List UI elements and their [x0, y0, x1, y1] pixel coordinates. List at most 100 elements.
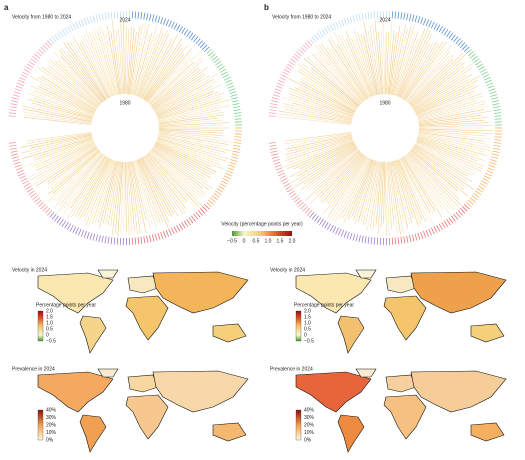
- country-tick: [450, 215, 456, 222]
- branch: [383, 161, 385, 224]
- branch: [416, 90, 475, 116]
- branch: [120, 161, 124, 234]
- country-tick: [143, 236, 146, 244]
- country-tick: [457, 40, 463, 46]
- branch: [29, 75, 96, 112]
- branch: [149, 151, 198, 198]
- country-tick: [23, 68, 31, 73]
- country-tick: [304, 207, 311, 214]
- country-tick: [288, 190, 295, 196]
- country-tick: [137, 11, 140, 19]
- country-tick: [32, 195, 39, 200]
- branch: [91, 160, 115, 225]
- country-tick: [19, 76, 27, 81]
- branch: [278, 110, 352, 123]
- country-tick: [425, 19, 430, 27]
- country-tick: [309, 211, 315, 218]
- branch: [392, 161, 409, 230]
- branch: [98, 27, 117, 96]
- branch: [131, 22, 147, 95]
- branch: [136, 26, 164, 97]
- country-tick: [14, 88, 22, 92]
- country-tick: [61, 29, 67, 36]
- country-tick: [296, 51, 302, 57]
- branch: [98, 160, 117, 229]
- branch: [67, 156, 107, 219]
- country-tick: [89, 232, 93, 240]
- branch: [63, 155, 106, 214]
- country-tick: [269, 109, 277, 112]
- country-tick: [282, 71, 289, 76]
- branch: [93, 29, 116, 96]
- country-tick: [176, 24, 181, 32]
- country-tick: [44, 207, 51, 214]
- legend-bar: [295, 310, 302, 342]
- legend-tick: 0%: [304, 437, 312, 443]
- country-tick: [18, 172, 25, 177]
- branch: [72, 36, 109, 99]
- branch: [297, 70, 357, 110]
- country-region: [79, 414, 107, 453]
- country-tick: [355, 14, 359, 22]
- branch: [401, 157, 434, 214]
- branch: [138, 159, 169, 228]
- branch: [85, 31, 113, 97]
- country-region: [125, 394, 169, 440]
- branch: [140, 157, 173, 217]
- branch: [114, 161, 123, 234]
- country-tick: [298, 201, 304, 208]
- country-tick: [471, 55, 478, 61]
- country-tick: [483, 76, 491, 81]
- country-tick: [466, 201, 472, 208]
- country-tick: [268, 115, 276, 117]
- country-tick: [233, 144, 241, 147]
- country-tick: [335, 21, 339, 29]
- country-tick: [340, 19, 345, 27]
- country-tick: [13, 161, 21, 165]
- legend-tick: 0: [46, 332, 49, 338]
- country-tick: [28, 190, 35, 196]
- branch: [342, 158, 371, 219]
- branch: [353, 37, 375, 96]
- country-tick: [181, 27, 186, 34]
- country-tick: [290, 192, 297, 198]
- branch: [34, 146, 97, 188]
- branch: [417, 100, 486, 120]
- country-tick: [20, 177, 28, 182]
- branch: [330, 156, 368, 219]
- panel-label: a: [4, 3, 9, 12]
- branch: [102, 161, 118, 224]
- branch: [409, 151, 460, 200]
- branch: [158, 132, 233, 143]
- branch: [291, 102, 353, 120]
- branch: [286, 135, 353, 152]
- country-tick: [409, 235, 412, 243]
- country-tick: [438, 223, 443, 231]
- country-tick: [476, 63, 484, 68]
- country-tick: [466, 48, 472, 55]
- country-tick: [9, 147, 17, 150]
- country-tick: [232, 103, 240, 106]
- branch: [374, 19, 383, 95]
- branch: [301, 63, 359, 108]
- country-tick: [113, 11, 116, 19]
- branch: [415, 143, 476, 175]
- branch: [320, 43, 365, 102]
- legend-tick: 10%: [46, 430, 57, 436]
- branch: [386, 32, 390, 95]
- branch: [281, 96, 353, 119]
- country-tick: [9, 144, 17, 147]
- branch: [49, 59, 101, 106]
- branch: [418, 116, 489, 125]
- branch: [293, 141, 355, 170]
- country-tick: [486, 82, 494, 86]
- branch: [30, 104, 93, 121]
- branch: [406, 153, 455, 211]
- country-tick: [162, 230, 167, 238]
- branch: [322, 155, 366, 215]
- map-title: Prevalence in 2024: [12, 366, 55, 372]
- branch: [285, 134, 352, 150]
- branch: [155, 80, 218, 113]
- legend-tick: 0.5: [304, 326, 311, 332]
- branch: [391, 161, 405, 223]
